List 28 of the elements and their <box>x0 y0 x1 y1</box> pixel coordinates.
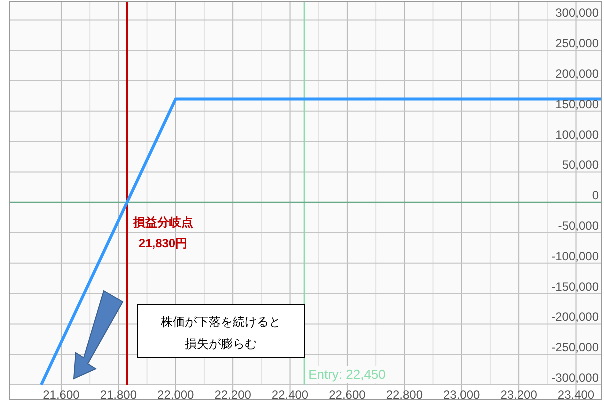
x-tick-label: 23,200 <box>500 388 538 402</box>
x-tick-label: 21,600 <box>43 388 80 402</box>
y-tick-label: 250,000 <box>556 36 600 51</box>
y-tick-label: -150,000 <box>552 280 600 294</box>
x-tick-label: 22,600 <box>329 388 366 402</box>
x-tick-label: 21,800 <box>100 388 138 402</box>
y-tick-label: 150,000 <box>556 97 600 112</box>
y-tick-label: -100,000 <box>552 249 600 264</box>
y-tick-label: -50,000 <box>558 219 600 234</box>
y-tick-label: -300,000 <box>552 371 600 385</box>
x-tick-label: 22,800 <box>386 388 424 402</box>
x-tick-label: 22,200 <box>214 388 252 402</box>
annotation: 株価が下落を続けると <box>160 315 281 329</box>
y-tick-label: 200,000 <box>556 67 600 82</box>
x-tick-label: 22,400 <box>272 388 309 402</box>
x-tick-label: 23,400 <box>558 388 595 402</box>
ref-line-label: Entry: 22,450 <box>308 367 386 382</box>
y-tick-label: 50,000 <box>562 158 600 172</box>
y-tick-label: 300,000 <box>556 6 600 20</box>
y-tick-label: 0 <box>592 188 600 203</box>
annotation: 損失が膨らむ <box>185 337 257 351</box>
ref-line-label: 損益分岐点 21,830円 <box>132 216 194 251</box>
x-tick-label: 23,000 <box>444 388 481 402</box>
y-tick-label: 100,000 <box>556 128 600 142</box>
y-tick-label: -250,000 <box>552 340 600 355</box>
annotation-box: 株価が下落を続けると 損失が膨らむ <box>138 304 306 358</box>
x-tick-label: 22,000 <box>158 388 195 402</box>
y-tick-label: -200,000 <box>552 310 600 324</box>
